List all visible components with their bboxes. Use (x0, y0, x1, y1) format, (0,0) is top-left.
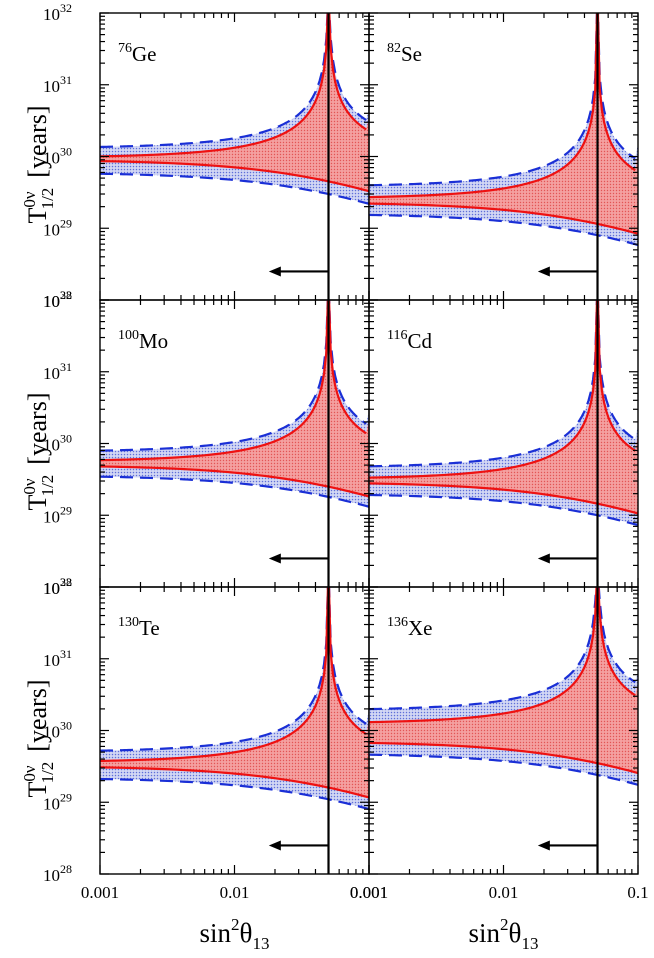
axes-labels-layer: 10281029103010311032T0ν1/2[years]1028102… (20, 1, 649, 953)
x-tick-label: 0.1 (627, 883, 648, 902)
isotope-label: 76Ge (118, 41, 157, 66)
x-tick-label: 0.001 (350, 883, 388, 902)
red-lower-curve (100, 160, 369, 193)
blue-lower-curve (369, 753, 638, 786)
x-tick-label: 0.01 (489, 883, 519, 902)
blue-upper-curve (100, 13, 367, 149)
blue-lower-curve (369, 493, 638, 527)
blue-lower-curve (369, 213, 638, 247)
red-band-fill (369, 300, 638, 514)
red-lower-curve (369, 741, 638, 775)
y-tick-label: 1032 (43, 575, 72, 598)
y-tick-label: 1031 (43, 647, 72, 670)
red-lower-curve (369, 202, 638, 235)
blue-band-fill (100, 587, 369, 810)
red-upper-curve (369, 13, 636, 199)
y-axis-label: T0ν1/2[years] (20, 680, 57, 798)
red-upper-curve (100, 587, 367, 763)
y-axis-label: T0ν1/2[years] (20, 393, 57, 511)
isotope-label: 136Xe (387, 615, 433, 640)
y-tick-label: 1032 (43, 1, 72, 24)
red-band-fill (369, 13, 638, 234)
panel-se: 82Se (368, 12, 639, 301)
arrow-head (268, 266, 281, 277)
x-axis-label: sin2θ13 (200, 915, 270, 953)
blue-upper-curve (100, 300, 367, 452)
isotope-label: 116Cd (387, 328, 432, 353)
red-lower-curve (100, 465, 369, 498)
blue-upper-curve (369, 300, 636, 468)
arrow-head (537, 266, 550, 277)
y-tick-label: 1032 (43, 288, 72, 311)
y-tick-label: 1031 (43, 73, 72, 96)
blue-upper-curve (369, 587, 636, 711)
blue-upper-curve (100, 587, 367, 752)
red-upper-curve (369, 587, 636, 724)
panel-mo: 100Mo (99, 299, 370, 588)
panel-xe: 136Xe (368, 586, 639, 875)
arrow-head (537, 553, 550, 564)
red-band-fill (100, 13, 369, 192)
panels-layer: 76Ge 82Se 100Mo 116Cd 130Te 136Xe (99, 12, 639, 875)
x-axis-label: sin2θ13 (469, 915, 539, 953)
red-upper-curve (369, 300, 636, 479)
panel-cd: 116Cd (368, 299, 639, 588)
isotope-label: 130Te (118, 615, 160, 640)
red-upper-curve (100, 13, 367, 158)
y-axis-label: T0ν1/2[years] (20, 106, 57, 224)
panel-ge: 76Ge (99, 12, 370, 301)
red-lower-curve (369, 482, 638, 515)
blue-lower-curve (100, 475, 369, 508)
red-band-fill (100, 587, 369, 798)
arrow-head (268, 840, 281, 851)
arrow-head (537, 840, 550, 851)
x-tick-label: 0.001 (81, 883, 119, 902)
y-tick-label: 1028 (43, 862, 72, 885)
blue-lower-curve (100, 172, 369, 205)
x-tick-label: 0.01 (220, 883, 250, 902)
arrow-head (268, 553, 281, 564)
y-tick-label: 1031 (43, 360, 72, 383)
x-tick-label: 0.001 (350, 883, 388, 902)
blue-lower-curve (100, 777, 369, 811)
isotope-label: 100Mo (118, 328, 168, 353)
red-lower-curve (100, 766, 369, 799)
red-band-fill (369, 587, 638, 774)
isotope-label: 82Se (387, 41, 422, 66)
red-upper-curve (100, 300, 367, 462)
panel-te: 130Te (99, 586, 370, 875)
blue-upper-curve (369, 13, 636, 187)
red-band-fill (100, 300, 369, 497)
